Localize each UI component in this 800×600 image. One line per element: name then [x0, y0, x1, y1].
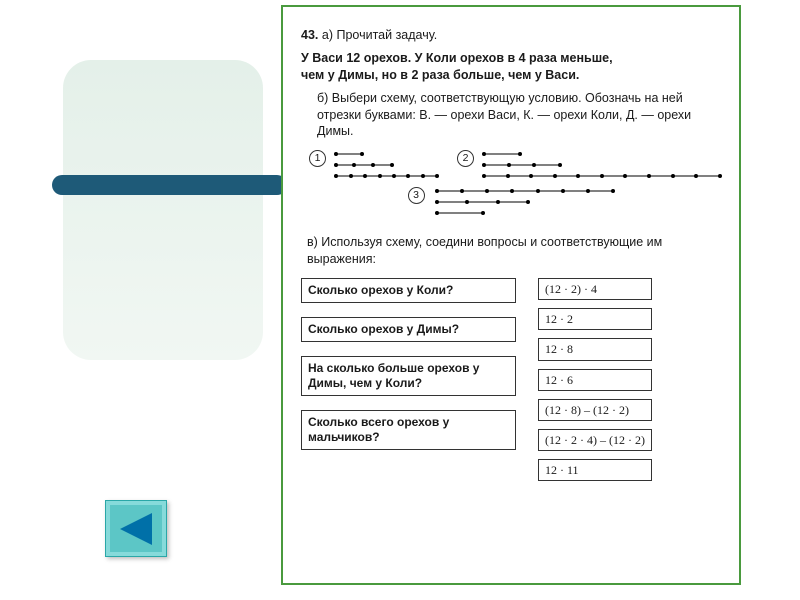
answer-2: 12 · 2: [538, 308, 652, 330]
answer-6: (12 · 2 · 4) – (12 · 2): [538, 429, 652, 451]
question-1: Сколько орехов у Коли?: [301, 278, 516, 303]
part-a-prefix: а): [322, 28, 333, 42]
scheme-2-line-b: [482, 161, 562, 169]
scheme-3-label: 3: [408, 187, 425, 204]
answer-5: (12 · 8) – (12 · 2): [538, 399, 652, 421]
scheme-2-line-c: [482, 172, 722, 180]
question-3: На сколько больше орехов у Димы, чем у К…: [301, 356, 516, 396]
part-b: б) Выбери схему, соответствующую условию…: [317, 90, 721, 141]
part-c-text: Используя схему, соедини вопросы и соотв…: [307, 235, 662, 266]
answer-1: (12 · 2) · 4: [538, 278, 652, 300]
textbook-page: 43. а) Прочитай задачу. У Васи 12 орехов…: [281, 5, 741, 585]
question-4: Сколько всего орехов у мальчиков?: [301, 410, 516, 450]
scheme-2: 2: [457, 150, 722, 183]
part-b-text: Выбери схему, соответствующую условию. О…: [317, 91, 691, 139]
questions-column: Сколько орехов у Коли? Сколько орехов у …: [301, 278, 516, 450]
scheme-3-line-c: [435, 209, 485, 217]
decor-panel: [63, 60, 263, 360]
scheme-1-line-a: [334, 150, 364, 158]
question-2: Сколько орехов у Димы?: [301, 317, 516, 342]
problem-statement: У Васи 12 орехов. У Коли орехов в 4 раза…: [301, 50, 721, 84]
scheme-1: 1: [309, 150, 439, 183]
scheme-2-label: 2: [457, 150, 474, 167]
task-heading: 43. а) Прочитай задачу.: [301, 27, 721, 44]
scheme-1-label: 1: [309, 150, 326, 167]
scheme-1-line-b: [334, 161, 394, 169]
answer-3: 12 · 8: [538, 338, 652, 360]
back-button[interactable]: [105, 500, 167, 557]
part-b-prefix: б): [317, 91, 328, 105]
task-number: 43.: [301, 28, 318, 42]
part-c: в) Используя схему, соедини вопросы и со…: [307, 234, 721, 268]
decor-bar: [52, 175, 287, 195]
part-c-prefix: в): [307, 235, 318, 249]
answer-4: 12 · 6: [538, 369, 652, 391]
scheme-3: 3: [301, 187, 721, 220]
problem-line-2: чем у Димы, но в 2 раза больше, чем у Ва…: [301, 68, 579, 82]
scheme-3-line-b: [435, 198, 530, 206]
scheme-3-line-a: [435, 187, 615, 195]
match-section: Сколько орехов у Коли? Сколько орехов у …: [301, 278, 721, 481]
part-a-text: Прочитай задачу.: [333, 28, 437, 42]
schemes-row: 1 2: [309, 150, 721, 183]
problem-line-1: У Васи 12 орехов. У Коли орехов в 4 раза…: [301, 51, 613, 65]
scheme-1-line-c: [334, 172, 439, 180]
answer-7: 12 · 11: [538, 459, 652, 481]
answers-column: (12 · 2) · 4 12 · 2 12 · 8 12 · 6 (12 · …: [538, 278, 652, 481]
scheme-2-line-a: [482, 150, 522, 158]
back-triangle-icon: [116, 511, 156, 547]
